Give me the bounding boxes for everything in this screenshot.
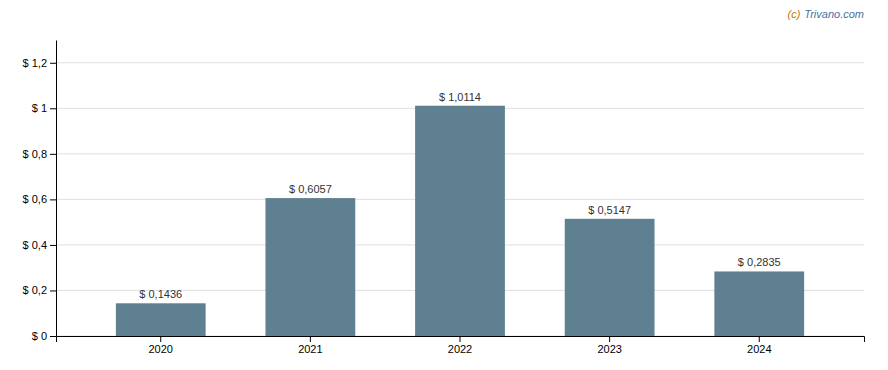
y-tick: $ 1,2 (23, 57, 56, 69)
watermark: (c) Trivano.com (787, 8, 864, 20)
y-axis-line (56, 41, 57, 337)
x-tick-mark (310, 336, 311, 342)
y-tick-label: $ 1 (32, 102, 47, 114)
y-tick-mark (50, 245, 56, 246)
x-tick: 2024 (747, 336, 771, 355)
annotation: Trivano.com (804, 8, 864, 20)
x-tick-mark (160, 336, 161, 342)
y-tick: $ 1 (32, 102, 56, 114)
grid-line (56, 62, 864, 63)
bar (265, 198, 355, 336)
y-tick-mark (50, 63, 56, 64)
y-tick-mark (50, 108, 56, 109)
x-tick-mark (759, 336, 760, 342)
x-axis-line (57, 337, 865, 343)
annotation: (c) (787, 8, 800, 20)
chart: $ 0$ 0,2$ 0,4$ 0,6$ 0,8$ 1$ 1,2202020212… (0, 0, 888, 370)
y-tick-label: $ 0,4 (23, 239, 47, 251)
bar (415, 106, 505, 336)
bars (116, 106, 804, 336)
y-tick-label: $ 0,6 (23, 193, 47, 205)
x-tick-label: 2020 (148, 343, 172, 355)
x-tick-label: 2022 (448, 343, 472, 355)
bar (714, 271, 804, 336)
y-axis: $ 0 $ 0,2 $ 0,4 $ 0,6 $ 0,8 $ 1 $ 1,2 (23, 41, 57, 343)
data-label: $ 1,0114 (439, 91, 481, 103)
y-tick: $ 0,6 (23, 193, 56, 205)
y-tick-mark (50, 290, 56, 291)
x-tick: 2022 (448, 336, 472, 355)
plot: $ 0$ 0,2$ 0,4$ 0,6$ 0,8$ 1$ 1,2202020212… (23, 41, 865, 355)
bar (565, 219, 655, 336)
x-tick-mark (609, 336, 610, 342)
y-tick: $ 0,2 (23, 284, 56, 296)
x-axis: 2020 2021 2022 2023 2024 (57, 336, 865, 355)
bar (116, 303, 206, 336)
y-tick-label: $ 0,8 (23, 148, 47, 160)
data-label: $ 0,2835 (738, 256, 781, 268)
data-label: $ 0,6057 (289, 183, 332, 195)
x-tick-mark (460, 336, 461, 342)
x-tick: 2020 (148, 336, 172, 355)
x-tick-label: 2021 (298, 343, 322, 355)
y-tick: $ 0,8 (23, 148, 56, 160)
data-labels: $ 0,1436 $ 0,6057 $ 1,0114 $ 0,5147 $ 0,2835 (139, 91, 780, 301)
y-tick-mark (50, 154, 56, 155)
x-tick-label: 2023 (597, 343, 621, 355)
y-tick-label: $ 1,2 (23, 57, 47, 69)
x-tick-label: 2024 (747, 343, 771, 355)
x-tick: 2023 (597, 336, 621, 355)
y-tick-mark (50, 199, 56, 200)
data-label: $ 0,5147 (588, 204, 631, 216)
y-tick: $ 0,4 (23, 239, 56, 251)
data-label: $ 0,1436 (139, 288, 182, 300)
x-tick: 2021 (298, 336, 322, 355)
y-tick-label: $ 0,2 (23, 284, 47, 296)
y-tick-mark (50, 336, 56, 337)
y-tick: $ 0 (32, 330, 56, 342)
grid (56, 63, 864, 336)
y-tick-label: $ 0 (32, 330, 47, 342)
